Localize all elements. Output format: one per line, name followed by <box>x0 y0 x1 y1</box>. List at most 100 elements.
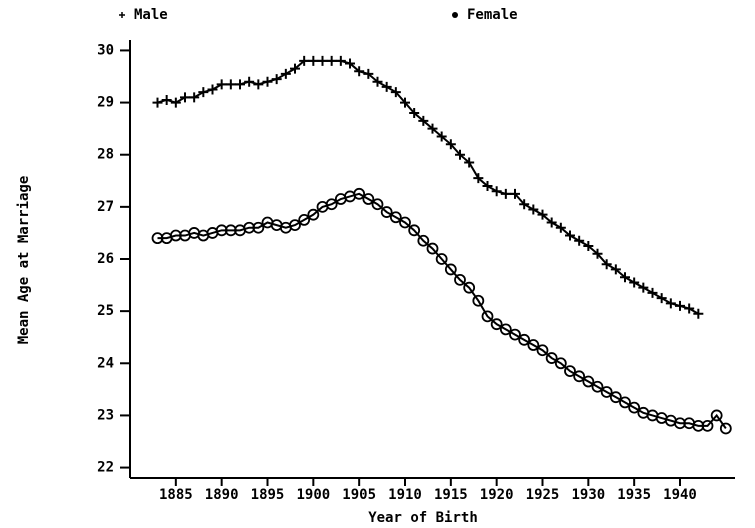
circle-marker <box>719 422 732 435</box>
y-tick-label: 30 <box>97 42 114 58</box>
plus-marker <box>473 173 484 184</box>
circle-marker <box>554 357 567 370</box>
x-axis-label: Year of Birth <box>368 510 478 526</box>
circle-marker <box>591 380 604 393</box>
circle-marker <box>362 193 375 205</box>
plus-marker <box>601 259 612 270</box>
plus-marker <box>620 272 630 283</box>
circle-marker <box>389 211 402 224</box>
x-tick-label: 1905 <box>342 487 376 503</box>
plus-marker <box>262 76 273 87</box>
plus-marker <box>400 97 410 108</box>
plus-marker <box>198 87 209 98</box>
circle-marker <box>408 224 421 237</box>
plus-marker <box>665 298 676 309</box>
plus-marker <box>445 139 456 150</box>
circle-marker <box>573 370 586 383</box>
x-tick-label: 1910 <box>388 487 422 503</box>
circle-marker <box>490 318 503 331</box>
circle-marker <box>628 401 641 414</box>
plus-marker <box>308 55 319 66</box>
plus-marker <box>610 264 621 275</box>
plus-marker <box>647 287 658 298</box>
circle-marker <box>527 339 540 351</box>
plus-marker <box>372 76 383 87</box>
circle-marker <box>444 263 457 276</box>
circle-marker <box>454 273 466 286</box>
plus-marker <box>326 55 337 66</box>
circle-marker <box>600 386 613 398</box>
x-tick-label: 1885 <box>159 487 193 503</box>
circle-marker <box>252 221 265 234</box>
circle-marker <box>371 198 384 211</box>
plus-marker <box>189 92 200 103</box>
plus-marker <box>161 94 172 105</box>
x-tick-label: 1890 <box>205 487 239 503</box>
plus-marker <box>555 222 566 233</box>
x-tick-label: 1925 <box>526 487 560 503</box>
y-axis-label: Mean Age at Marriage <box>16 176 32 345</box>
plus-marker <box>381 81 392 92</box>
plus-marker <box>684 303 695 314</box>
legend-label: Female <box>467 7 518 23</box>
circle-marker <box>481 310 494 323</box>
plus-marker <box>170 97 181 108</box>
plus-marker <box>537 209 548 220</box>
plus-marker <box>354 66 365 77</box>
circle-marker <box>380 206 393 218</box>
circle-marker <box>609 391 622 404</box>
circle-marker <box>298 213 311 226</box>
plus-marker <box>418 115 429 126</box>
circle-marker <box>289 219 301 232</box>
circle-marker <box>463 281 476 294</box>
plus-marker <box>500 188 511 199</box>
circle-marker <box>353 187 366 200</box>
circle-marker <box>582 375 595 388</box>
circle-marker <box>536 344 549 357</box>
plus-marker <box>363 68 374 79</box>
plus-marker <box>299 55 310 66</box>
plus-marker <box>528 204 539 215</box>
circle-marker <box>701 419 714 432</box>
circle-marker <box>564 365 576 378</box>
circle-marker <box>426 242 439 255</box>
circle-marker <box>435 253 448 265</box>
circle-marker <box>307 208 320 221</box>
y-tick-label: 27 <box>97 199 114 215</box>
x-tick-label: 1920 <box>480 487 514 503</box>
plus-marker <box>675 300 685 311</box>
x-tick-label: 1915 <box>434 487 468 503</box>
plus-marker <box>180 92 190 103</box>
plus-marker <box>271 74 282 85</box>
plus-marker <box>510 188 520 199</box>
plus-marker <box>546 217 557 228</box>
plus-marker <box>592 248 603 259</box>
plus-marker <box>638 282 649 293</box>
circle-marker <box>509 328 521 341</box>
circle-marker <box>472 294 485 307</box>
y-tick-label: 24 <box>97 355 114 371</box>
circle-marker <box>619 396 631 409</box>
plus-marker <box>436 131 447 142</box>
x-tick-label: 1900 <box>296 487 330 503</box>
plus-marker <box>629 277 640 288</box>
plus-marker <box>455 149 465 160</box>
plus-marker <box>253 79 264 90</box>
circle-marker <box>399 216 411 229</box>
plus-marker <box>390 87 401 98</box>
circle-marker <box>325 198 338 211</box>
y-tick-label: 23 <box>97 407 114 423</box>
circle-marker <box>518 333 531 346</box>
x-tick-label: 1935 <box>617 487 651 503</box>
plus-marker <box>482 181 493 191</box>
plus-marker <box>225 79 236 90</box>
legend-marker <box>119 12 125 18</box>
x-tick-label: 1895 <box>251 487 285 503</box>
plus-marker <box>574 235 585 246</box>
circle-marker <box>710 409 723 422</box>
plus-marker <box>656 293 667 304</box>
plus-marker <box>583 240 594 251</box>
plus-marker <box>216 79 227 90</box>
plus-marker <box>491 186 502 197</box>
